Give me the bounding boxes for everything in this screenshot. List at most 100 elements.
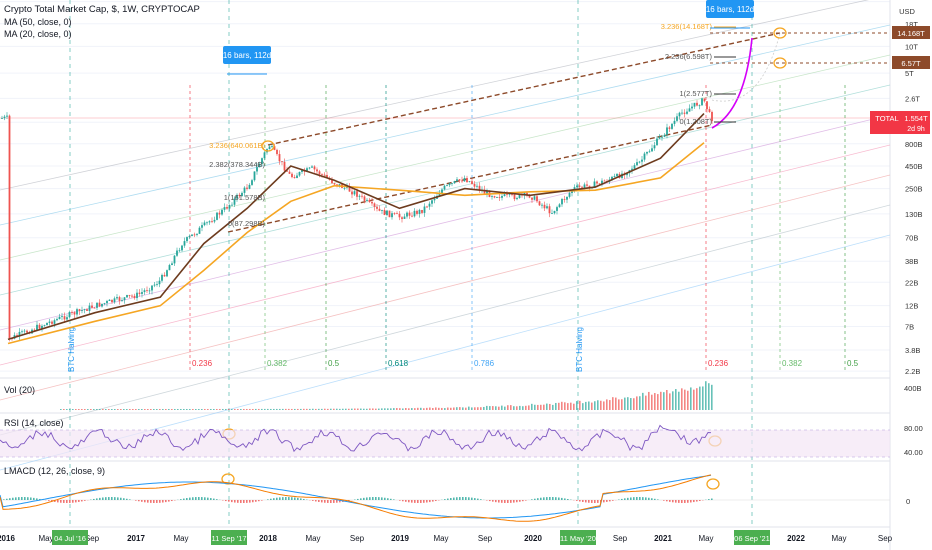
candle-body bbox=[186, 237, 188, 242]
volume-bar bbox=[366, 408, 368, 410]
fib-level-label: 2.236(6.598T) bbox=[665, 52, 713, 61]
macd-histogram-bar bbox=[60, 500, 62, 503]
ma20-legend[interactable]: MA (20, close, 0) bbox=[4, 29, 72, 39]
rsi-panel-label[interactable]: RSI (14, close) bbox=[4, 418, 64, 428]
volume-bar bbox=[660, 391, 662, 410]
rsi-band bbox=[0, 430, 890, 457]
volume-bar bbox=[687, 390, 689, 410]
candle-body bbox=[138, 292, 141, 294]
macd-histogram-bar bbox=[12, 497, 14, 500]
volume-bar bbox=[468, 406, 470, 410]
upper-trend-line bbox=[267, 32, 781, 146]
lmacd-panel-label[interactable]: LMACD (12, 26, close, 9) bbox=[4, 466, 106, 476]
candle-body bbox=[506, 194, 508, 195]
candle-body bbox=[143, 290, 146, 293]
time-tick-label: May bbox=[173, 534, 188, 543]
projection-guide bbox=[711, 32, 781, 102]
time-fib-label: 0.382 bbox=[782, 359, 803, 368]
fib-channel-line bbox=[0, 54, 891, 261]
volume-bar bbox=[255, 408, 257, 410]
volume-bar bbox=[465, 407, 467, 410]
volume-bar bbox=[435, 407, 437, 410]
lmacd-layer bbox=[0, 474, 890, 522]
candle-body bbox=[111, 299, 113, 303]
macd-histogram-bar bbox=[318, 500, 320, 502]
candle-body bbox=[533, 196, 536, 200]
candle-body bbox=[708, 109, 711, 112]
macd-histogram-bar bbox=[417, 500, 419, 503]
candle-body bbox=[696, 102, 698, 106]
time-marker-box bbox=[52, 530, 88, 545]
candle-body bbox=[601, 180, 603, 185]
volume-bar bbox=[597, 400, 599, 410]
volume-bar bbox=[603, 401, 605, 410]
volume-bar bbox=[606, 399, 608, 410]
time-axis[interactable]: 2016 May Sep 2017 May 2018 May Sep 2019 May Sep 202… bbox=[0, 530, 893, 545]
candle-body bbox=[318, 171, 321, 175]
macd-histogram-bar bbox=[183, 498, 185, 500]
candle-body bbox=[63, 316, 66, 320]
candle-body bbox=[406, 212, 408, 217]
time-marker-label: 06 Sep '21 bbox=[734, 534, 770, 543]
candle-body bbox=[468, 181, 471, 183]
volume-bar bbox=[198, 408, 200, 410]
price-axis[interactable]: USD18T10T5T2.6T1.4T800B450B250B130B70B38… bbox=[870, 7, 930, 506]
candle-body bbox=[281, 161, 283, 163]
candle-body bbox=[556, 207, 558, 211]
macd-histogram-bar bbox=[69, 500, 71, 503]
macd-histogram-bar bbox=[582, 500, 584, 503]
macd-histogram-bar bbox=[609, 500, 611, 502]
macd-histogram-bar bbox=[195, 497, 197, 500]
volume-bar bbox=[525, 405, 527, 410]
candle-body bbox=[93, 307, 96, 309]
volume-bar bbox=[519, 405, 521, 410]
macd-histogram-bar bbox=[468, 497, 470, 500]
volume-bar bbox=[579, 400, 581, 410]
price-label: TOTAL bbox=[875, 114, 898, 123]
candle-body bbox=[663, 134, 666, 137]
candle-body bbox=[686, 111, 688, 114]
macd-histogram-bar bbox=[171, 500, 173, 502]
macd-histogram-bar bbox=[291, 497, 293, 500]
candle-body bbox=[141, 292, 143, 294]
volume-bar bbox=[123, 408, 125, 410]
volume-bar bbox=[459, 407, 461, 410]
volume-bar bbox=[300, 408, 302, 410]
volume-bar bbox=[486, 405, 488, 410]
candle-body bbox=[168, 265, 171, 271]
macd-histogram-bar bbox=[165, 500, 167, 503]
volume-bar bbox=[309, 408, 311, 410]
macd-histogram-bar bbox=[255, 500, 257, 502]
macd-histogram-bar bbox=[378, 497, 380, 500]
macd-histogram-bar bbox=[228, 500, 230, 502]
macd-histogram-bar bbox=[243, 500, 245, 503]
price-tick-label: 38B bbox=[905, 257, 918, 266]
volume-bar bbox=[288, 408, 290, 410]
volume-bar bbox=[411, 408, 413, 410]
volume-bar bbox=[474, 407, 476, 410]
candle-body bbox=[693, 102, 696, 107]
macd-histogram-bar bbox=[93, 498, 95, 500]
macd-histogram-bar bbox=[645, 497, 647, 500]
vol-panel-label[interactable]: Vol (20) bbox=[4, 385, 36, 395]
ma50-legend[interactable]: MA (50, close, 0) bbox=[4, 17, 72, 27]
candle-body bbox=[66, 317, 68, 320]
candle-body bbox=[496, 197, 498, 198]
volume-bar bbox=[453, 407, 455, 410]
candle-body bbox=[643, 153, 646, 160]
halving-label: BTC Halving bbox=[67, 327, 76, 372]
volume-bar bbox=[501, 405, 503, 410]
candle-body bbox=[283, 161, 286, 171]
candle-body bbox=[86, 309, 88, 311]
halving-label: BTC Halving bbox=[575, 327, 584, 372]
volume-bar bbox=[480, 407, 482, 410]
candle-body bbox=[446, 185, 448, 186]
candle-body bbox=[466, 178, 468, 182]
macd-histogram-bar bbox=[651, 498, 653, 500]
candle-body bbox=[633, 165, 636, 169]
macd-histogram-bar bbox=[198, 497, 200, 500]
volume-bar bbox=[216, 408, 218, 410]
volume-bar bbox=[477, 407, 479, 410]
candle-body bbox=[123, 297, 126, 301]
